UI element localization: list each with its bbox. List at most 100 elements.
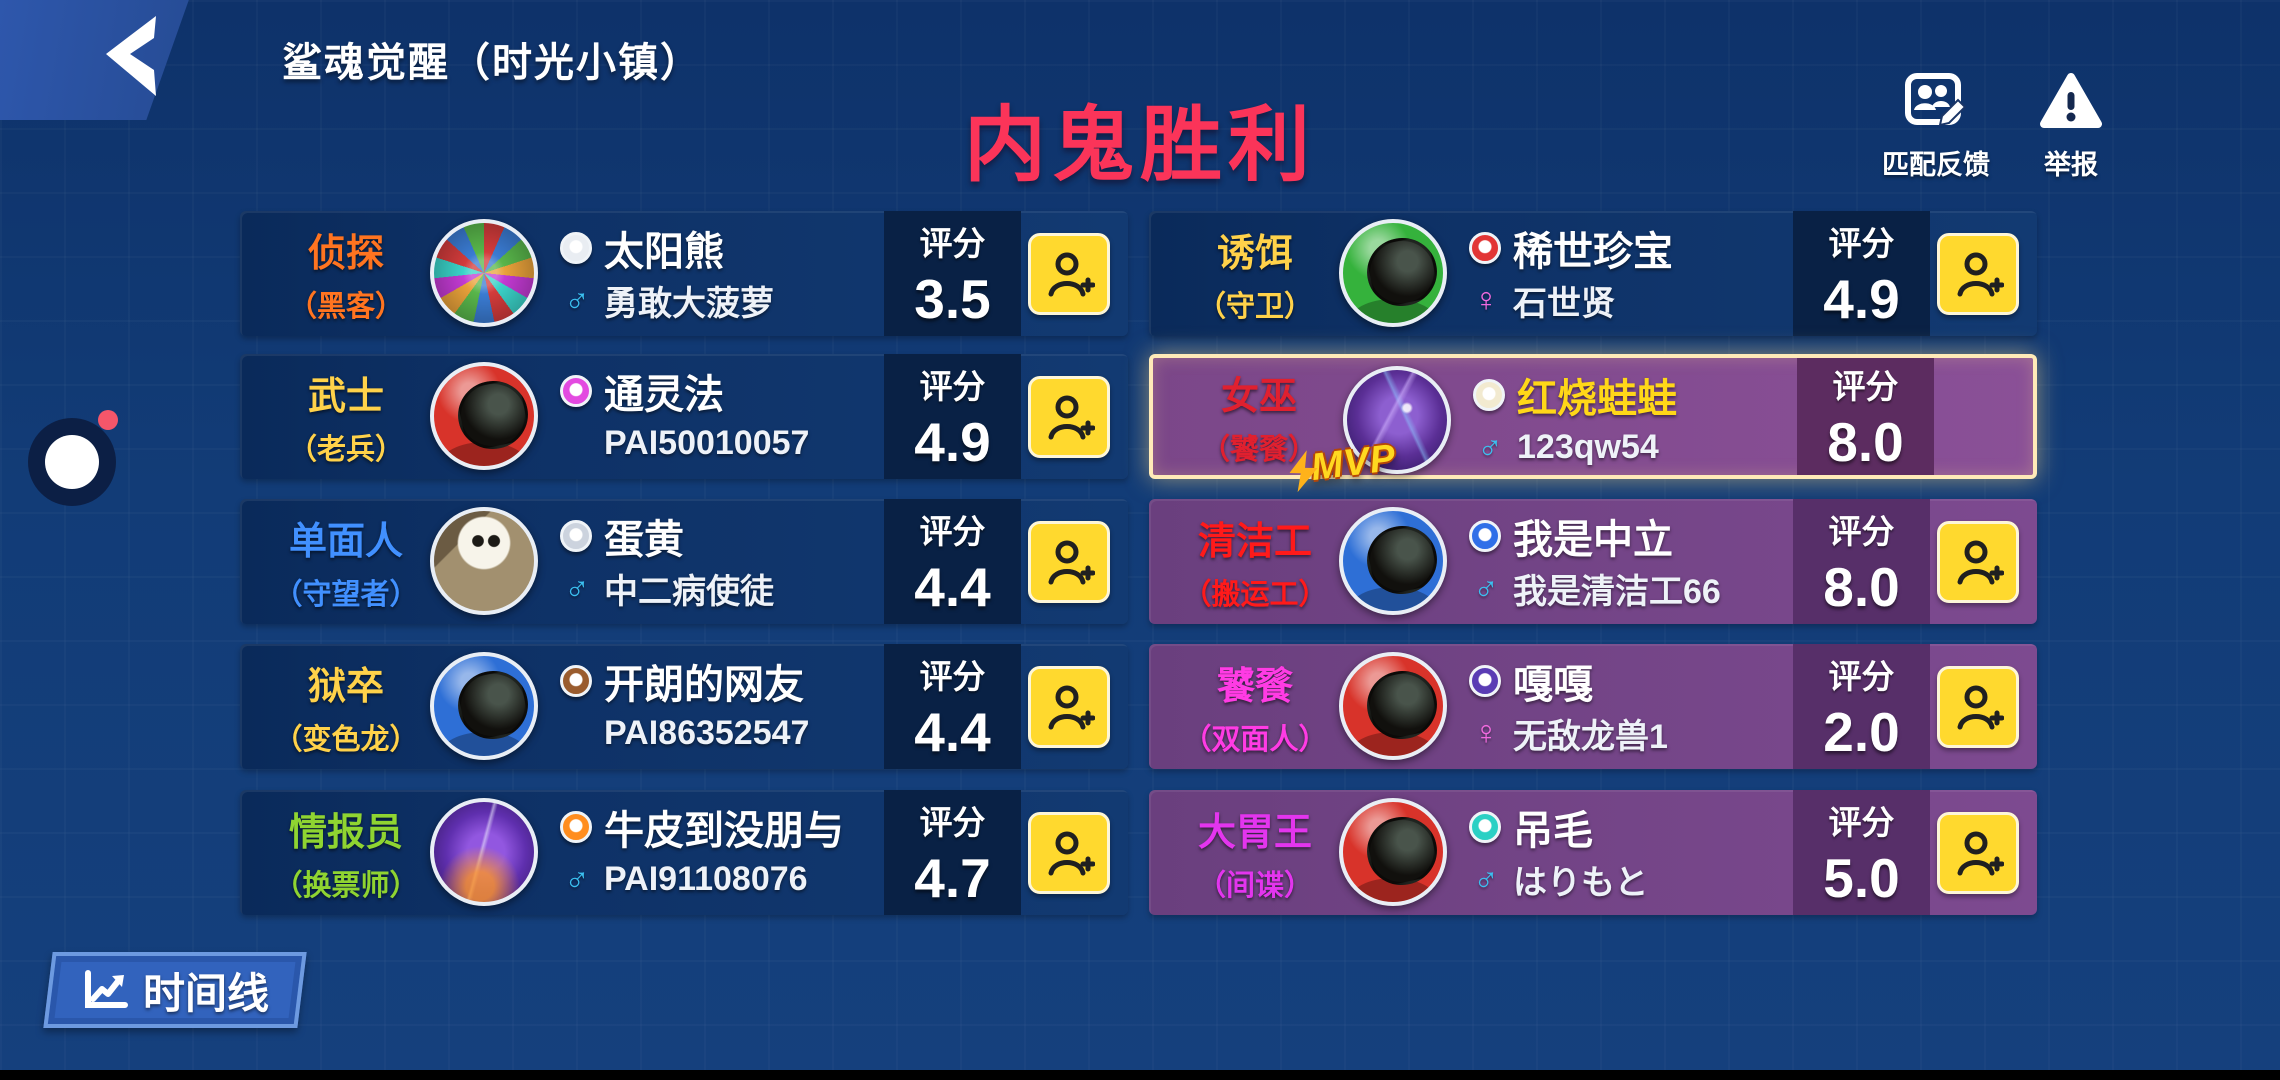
avatar[interactable] (430, 362, 538, 470)
mvp-badge: MVP (1309, 437, 1399, 490)
player-row: 大胃王 （间谍） 吊毛 ♂ はりもと 评分 5.0 (1149, 790, 2037, 915)
player-name: 通灵法 (604, 373, 724, 417)
rating-value: 2.0 (1823, 700, 1900, 763)
role-name: 狱卒 (307, 666, 384, 708)
rating-box: 评分 4.9 (884, 354, 1021, 479)
player-subtitle-line: PAI86352547 (560, 711, 809, 755)
rating-label: 评分 (919, 512, 986, 550)
role-subname: （老兵） (287, 434, 404, 466)
role-block: 饕餮 （双面人） (1149, 644, 1361, 769)
player-subtitle-line: ♂ はりもと (1469, 857, 1648, 902)
back-button[interactable] (96, 14, 168, 98)
player-subtitle-line: ♂ 我是清洁工66 (1469, 566, 1721, 611)
add-friend-button[interactable] (1028, 232, 1110, 315)
add-friend-button[interactable] (1028, 375, 1110, 458)
avatar[interactable] (430, 219, 538, 327)
rating-label: 评分 (919, 367, 986, 405)
add-friend-button[interactable] (1028, 665, 1110, 748)
rating-label: 评分 (1828, 224, 1895, 262)
add-friend-button[interactable] (1937, 665, 2019, 748)
feedback-persons-pencil-icon (1904, 72, 1968, 135)
webcam-icon (560, 665, 592, 697)
player-name-line: 太阳熊 (560, 224, 774, 274)
player-subtitle: PAI91108076 (604, 859, 808, 898)
rating-label: 评分 (1828, 657, 1895, 695)
player-row: 狱卒 （变色龙） 开朗的网友 PAI86352547 评分 4.4 (240, 644, 1128, 769)
rating-box: 评分 8.0 (1797, 358, 1934, 475)
avatar[interactable] (430, 507, 538, 615)
impostor-column: 诱饵 （守卫） 稀世珍宝 ♀ 石世贤 评分 4.9 女巫 （饕餮） MVP 红烧蛙蛙 ♂ 123qw54… (1149, 211, 2037, 921)
add-friend-button[interactable] (1028, 811, 1110, 894)
player-name-line: 通灵法 (560, 367, 809, 417)
role-subname: （守卫） (1196, 291, 1313, 323)
role-block: 狱卒 （变色龙） (240, 644, 452, 769)
player-name-line: 开朗的网友 (560, 657, 809, 707)
rating-value: 5.0 (1823, 846, 1900, 909)
player-subtitle-line: ♀ 无敌龙兽1 (1469, 711, 1668, 756)
role-block: 女巫 （饕餮） (1153, 358, 1365, 475)
avatar[interactable] (1339, 507, 1447, 615)
player-subtitle-line: PAI50010057 (560, 421, 809, 465)
report-label: 举报 (2044, 150, 2098, 180)
add-friend-button[interactable] (1937, 520, 2019, 603)
player-name: 牛皮到没朋与 (604, 809, 844, 853)
avatar[interactable] (430, 652, 538, 760)
rating-box: 评分 2.0 (1793, 644, 1930, 769)
role-subname: （黑客） (287, 291, 404, 323)
webcam-icon (560, 811, 592, 843)
player-row: 侦探 （黑客） 太阳熊 ♂ 勇敢大菠萝 评分 3.5 (240, 211, 1128, 336)
avatar[interactable] (1343, 366, 1451, 474)
role-block: 大胃王 （间谍） (1149, 790, 1361, 915)
floating-assistant-core (45, 435, 99, 489)
webcam-icon (1473, 379, 1505, 411)
role-name: 武士 (307, 376, 384, 418)
role-subname: （间谍） (1196, 870, 1313, 902)
player-name: 太阳熊 (604, 230, 724, 274)
add-friend-button[interactable] (1937, 811, 2019, 894)
rating-label: 评分 (1828, 512, 1895, 550)
crew-column: 侦探 （黑客） 太阳熊 ♂ 勇敢大菠萝 评分 3.5 武士 （老兵） 通灵法 PAI50010057… (240, 211, 1128, 921)
avatar[interactable] (430, 798, 538, 906)
player-row: 清洁工 （搬运工） 我是中立 ♂ 我是清洁工66 评分 8.0 (1149, 499, 2037, 624)
line-chart-icon (81, 967, 129, 1014)
rating-value: 8.0 (1827, 410, 1904, 473)
rating-label: 评分 (1828, 803, 1895, 841)
add-friend-button[interactable] (1028, 520, 1110, 603)
role-subname: （守望者） (273, 579, 419, 611)
player-row: 女巫 （饕餮） MVP 红烧蛙蛙 ♂ 123qw54 评分 8.0 (1149, 354, 2037, 479)
add-friend-button[interactable] (1937, 232, 2019, 315)
player-subtitle: 无敌龙兽1 (1513, 717, 1668, 756)
timeline-button[interactable]: 时间线 (43, 952, 307, 1028)
player-row: 武士 （老兵） 通灵法 PAI50010057 评分 4.9 (240, 354, 1128, 479)
webcam-icon (1469, 811, 1501, 843)
role-name: 饕餮 (1216, 666, 1293, 708)
warning-triangle-icon (2039, 72, 2103, 135)
rating-value: 4.9 (914, 410, 991, 473)
role-block: 诱饵 （守卫） (1149, 211, 1361, 336)
rating-label: 评分 (919, 224, 986, 262)
player-identity: 蛋黄 ♂ 中二病使徒 (560, 512, 774, 611)
avatar[interactable] (1339, 652, 1447, 760)
match-feedback-button[interactable]: 匹配反馈 (1882, 72, 1990, 182)
report-button[interactable]: 举报 (2028, 72, 2114, 182)
player-name: 开朗的网友 (604, 663, 804, 707)
back-chevron-icon (106, 16, 156, 96)
floating-assistant-button[interactable] (28, 418, 116, 506)
player-subtitle-line: ♂ PAI91108076 (560, 857, 844, 901)
male-icon: ♂ (564, 280, 590, 319)
rating-label: 评分 (919, 803, 986, 841)
player-row: 诱饵 （守卫） 稀世珍宝 ♀ 石世贤 评分 4.9 (1149, 211, 2037, 336)
player-subtitle: 石世贤 (1513, 284, 1615, 323)
person-plus-icon (1957, 540, 2004, 584)
person-plus-icon (1957, 831, 2004, 875)
role-name: 清洁工 (1197, 521, 1312, 563)
avatar[interactable] (1339, 798, 1447, 906)
rating-value: 3.5 (914, 267, 991, 330)
player-identity: 我是中立 ♂ 我是清洁工66 (1469, 512, 1721, 611)
player-subtitle: PAI50010057 (604, 423, 810, 462)
player-name: 我是中立 (1513, 518, 1673, 562)
player-name-line: 蛋黄 (560, 512, 774, 562)
avatar[interactable] (1339, 219, 1447, 327)
male-icon: ♂ (1477, 427, 1503, 466)
